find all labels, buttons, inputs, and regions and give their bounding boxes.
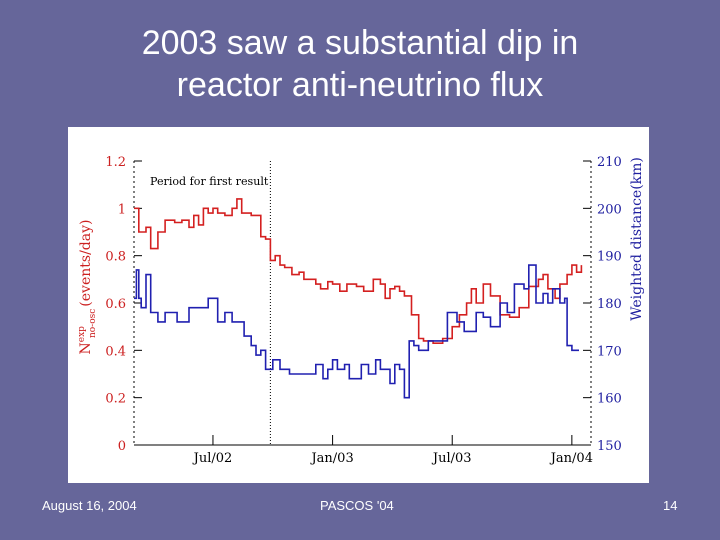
x-tick-label: Jul/02 <box>192 451 233 466</box>
slide-title-line-1: 2003 saw a substantial dip in <box>141 24 579 62</box>
neutrino-flux-chart: 0 0.2 0.4 0.6 0.8 1 1.2 150 160 170 180 190 200 210 Ju… <box>77 155 645 466</box>
left-tick-label: 1.2 <box>105 155 126 170</box>
left-tick-label: 1 <box>118 202 126 217</box>
chart-panel: 0 0.2 0.4 0.6 0.8 1 1.2 150 160 170 180 190 200 210 Ju… <box>68 127 649 483</box>
left-tick-label: 0 <box>118 439 126 454</box>
left-axis-label: Nexpno-osc (events/day) <box>77 220 98 355</box>
right-axis-label: Weighted distance(km) <box>629 157 645 321</box>
right-tick-label: 150 <box>597 439 622 454</box>
right-tick-label: 190 <box>597 250 622 265</box>
right-tick-label: 180 <box>597 297 622 312</box>
left-axis-label-unit: (events/day) <box>78 220 94 307</box>
left-tick-label: 0.8 <box>105 250 126 265</box>
blue-distance-series-line <box>134 264 579 399</box>
left-tick-label: 0.6 <box>105 297 126 312</box>
left-tick-label: 0.2 <box>105 392 126 407</box>
right-tick-label: 200 <box>597 202 622 217</box>
right-tick-label: 160 <box>597 392 622 407</box>
left-tick-label: 0.4 <box>105 344 126 359</box>
right-tick-label: 210 <box>597 155 622 170</box>
x-tick-label: Jul/03 <box>431 451 472 466</box>
first-result-annotation: Period for first result <box>150 175 269 188</box>
left-axis-label-sup: exp <box>77 326 87 342</box>
footer-conference: PASCOS '04 <box>320 498 394 513</box>
slide-title: 2003 saw a substantial dip in reactor an… <box>60 22 660 106</box>
footer-date: August 16, 2004 <box>42 498 137 513</box>
slide-title-line-2: reactor anti-neutrino flux <box>176 66 544 104</box>
x-tick-label: Jan/04 <box>549 451 593 466</box>
red-flux-series-line <box>134 198 583 344</box>
left-axis-label-sub: no-osc <box>88 309 98 338</box>
x-tick-label: Jan/03 <box>309 451 353 466</box>
footer-page-number: 14 <box>663 498 678 513</box>
left-axis-label-main: N <box>78 342 94 354</box>
right-tick-label: 170 <box>597 344 622 359</box>
